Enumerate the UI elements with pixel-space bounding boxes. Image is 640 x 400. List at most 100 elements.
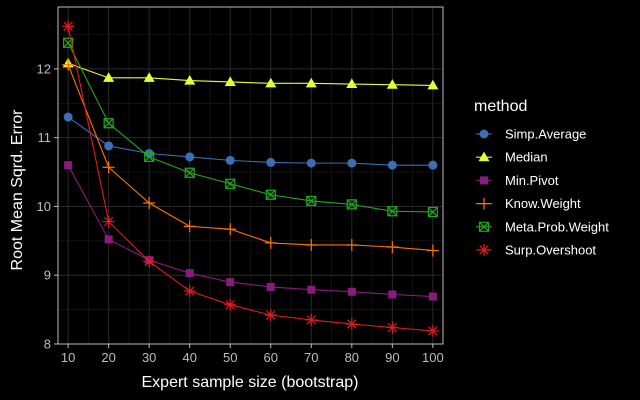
data-point-simp-average	[387, 160, 397, 170]
data-point-min-pivot	[347, 287, 356, 296]
data-point-surp-overshoot	[426, 324, 439, 337]
data-point-surp-overshoot	[62, 20, 75, 33]
data-point-simp-average	[185, 152, 195, 162]
legend-item-median: Median	[476, 150, 548, 165]
data-point-surp-overshoot	[305, 313, 318, 326]
data-point-know-weight	[345, 238, 358, 251]
data-point-min-pivot	[104, 235, 113, 244]
series-line-know-weight	[67, 64, 433, 252]
data-point-surp-overshoot	[143, 255, 156, 268]
y-axis-label: Root Mean Sqrd. Error	[9, 109, 26, 271]
data-point-know-weight	[62, 58, 75, 71]
x-tick-label: 70	[304, 350, 318, 365]
data-point-surp-overshoot	[224, 298, 237, 311]
series-layer	[62, 20, 439, 337]
data-point-know-weight	[143, 197, 156, 210]
data-point-min-pivot	[64, 161, 73, 170]
data-point-median	[305, 77, 317, 88]
data-point-know-weight	[183, 220, 196, 233]
data-point-simp-average	[104, 141, 114, 151]
data-point-know-weight	[224, 223, 237, 236]
data-point-min-pivot	[428, 292, 437, 301]
x-tick-label: 10	[61, 350, 75, 365]
axes: 10 20 30 40 50 60 70 80 90 100 8 9 10 11 12	[37, 61, 444, 365]
x-tick-label: 20	[101, 350, 115, 365]
data-point-meta-prob-weight	[265, 189, 276, 200]
data-point-simp-average	[428, 160, 438, 170]
legend-key-marker	[478, 244, 490, 256]
data-point-min-pivot	[266, 282, 275, 291]
data-point-surp-overshoot	[183, 285, 196, 298]
series-know-weight	[62, 58, 439, 257]
data-point-min-pivot	[226, 278, 235, 287]
data-point-know-weight	[305, 238, 318, 251]
legend-key-marker	[478, 197, 490, 210]
data-point-simp-average	[266, 157, 276, 167]
series-line-simp-average	[67, 116, 433, 166]
data-point-surp-overshoot	[345, 318, 358, 331]
legend-label: Min.Pivot	[505, 173, 559, 188]
legend-item-surp-overshoot: Surp.Overshoot	[476, 243, 596, 258]
y-tick-label: 11	[38, 130, 52, 145]
legend-item-know-weight: Know.Weight	[476, 196, 581, 211]
data-point-meta-prob-weight	[427, 206, 438, 218]
legend-key-marker	[478, 221, 490, 232]
series-line-min-pivot	[67, 164, 433, 298]
legend: method Simp.Average Median Min.Pivot Know.W…	[474, 98, 609, 258]
series-meta-prob-weight	[63, 37, 438, 218]
y-tick-label: 9	[44, 268, 51, 283]
x-tick-label: 30	[142, 350, 156, 365]
legend-item-simp-average: Simp.Average	[476, 127, 586, 142]
legend-key-marker	[478, 151, 490, 162]
y-tick-label: 12	[37, 61, 51, 76]
data-point-meta-prob-weight	[346, 199, 357, 210]
data-point-min-pivot	[388, 290, 397, 299]
data-point-surp-overshoot	[386, 321, 399, 334]
series-line-surp-overshoot	[67, 26, 433, 332]
y-tick-label: 10	[37, 199, 51, 214]
legend-title: method	[474, 98, 527, 115]
data-point-surp-overshoot	[264, 309, 277, 322]
data-point-min-pivot	[307, 285, 316, 294]
data-point-min-pivot	[185, 269, 194, 278]
x-tick-label: 100	[422, 350, 444, 365]
data-point-median	[184, 74, 196, 85]
data-point-meta-prob-weight	[144, 151, 155, 163]
data-point-median	[427, 79, 439, 90]
data-point-surp-overshoot	[102, 215, 115, 228]
data-point-simp-average	[225, 155, 235, 165]
x-tick-label: 80	[345, 350, 359, 365]
plot-panel-border	[57, 6, 444, 345]
data-point-median	[386, 79, 398, 89]
data-point-simp-average	[347, 158, 357, 168]
legend-item-min-pivot: Min.Pivot	[476, 173, 559, 188]
data-point-median	[265, 77, 277, 88]
legend-key-marker	[479, 129, 489, 139]
legend-label: Simp.Average	[505, 127, 586, 142]
data-point-meta-prob-weight	[306, 195, 317, 207]
legend-item-meta-prob-weight: Meta.Prob.Weight	[476, 219, 609, 234]
x-tick-label: 50	[223, 350, 237, 365]
legend-label: Surp.Overshoot	[505, 243, 596, 258]
data-point-median	[346, 78, 358, 89]
data-point-know-weight	[102, 161, 115, 174]
series-median	[62, 57, 439, 90]
data-point-median	[224, 76, 236, 86]
data-point-meta-prob-weight	[103, 118, 114, 129]
data-point-meta-prob-weight	[184, 167, 195, 178]
data-point-know-weight	[264, 236, 277, 249]
data-point-simp-average	[306, 158, 316, 168]
series-simp-average	[63, 112, 438, 170]
data-point-meta-prob-weight	[387, 206, 398, 217]
x-axis-label: Expert sample size (bootstrap)	[142, 374, 359, 391]
x-tick-label: 90	[385, 350, 399, 365]
data-point-meta-prob-weight	[225, 178, 236, 189]
x-tick-label: 40	[182, 350, 196, 365]
data-point-know-weight	[386, 241, 399, 254]
legend-key-marker	[480, 176, 488, 185]
legend-label: Meta.Prob.Weight	[505, 219, 609, 234]
data-point-median	[143, 72, 155, 82]
data-point-simp-average	[63, 112, 73, 122]
